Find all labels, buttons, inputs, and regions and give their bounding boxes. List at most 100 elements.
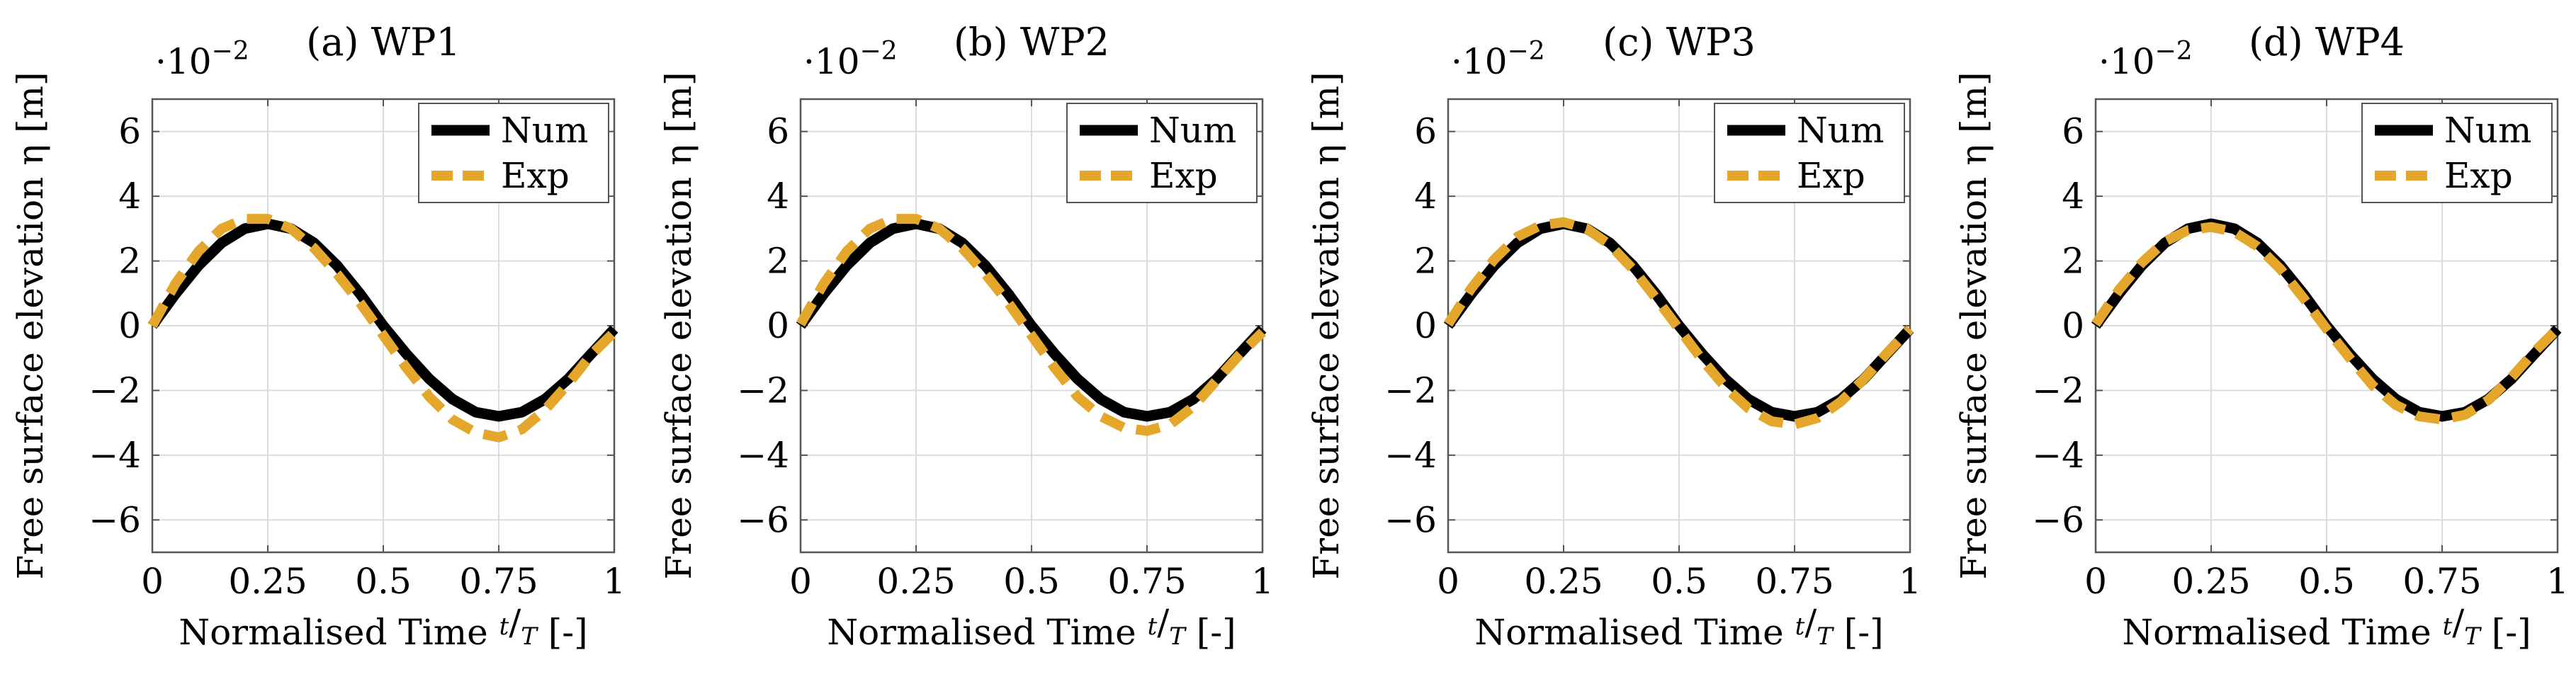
- y-scale-exponent: −2: [1508, 37, 1545, 66]
- y-scale-exponent: −2: [212, 37, 249, 66]
- y-tick-label: −2: [89, 370, 141, 411]
- x-label-frac-den: T: [521, 622, 538, 651]
- y-tick-label: 6: [2062, 111, 2084, 152]
- x-label-frac-den: T: [2464, 622, 2482, 651]
- x-label-prefix: Normalised Time: [2122, 612, 2442, 653]
- x-tick-label: 0.25: [1524, 561, 1603, 602]
- y-tick-label: 0: [767, 305, 789, 346]
- y-tick-label: 2: [1414, 241, 1437, 282]
- y-tick-label: −4: [1384, 435, 1437, 476]
- y-scale-exponent: −2: [860, 37, 898, 66]
- x-tick-label: 0.75: [2402, 561, 2481, 602]
- series-line-exp: [2091, 222, 2561, 425]
- y-tick-label: −6: [1384, 499, 1437, 540]
- chart-title: (a) WP1: [306, 20, 461, 64]
- x-label-frac-slash: /: [1804, 602, 1817, 643]
- y-tick-label: −4: [89, 435, 141, 476]
- y-axis-label: Free surface elevation η [m]: [1306, 72, 1347, 579]
- x-label-frac-num: t: [1795, 612, 1805, 641]
- legend-box: [1714, 103, 1905, 203]
- x-tick-label: 0.25: [228, 561, 307, 602]
- x-label-frac-slash: /: [509, 602, 521, 643]
- x-tick-label: 0.5: [1651, 561, 1707, 602]
- x-tick-label: 0.5: [2298, 561, 2355, 602]
- x-axis-label: Normalised Time t/T [-]: [2122, 602, 2531, 653]
- x-label-frac-num: t: [1148, 612, 1158, 641]
- y-scale-base: ·10: [1451, 41, 1508, 82]
- x-label-prefix: Normalised Time: [827, 612, 1147, 653]
- x-label-prefix: Normalised Time: [179, 612, 499, 653]
- x-label-suffix: [-]: [2480, 612, 2531, 653]
- x-tick-label: 0.75: [1755, 561, 1834, 602]
- series-line-exp: [796, 214, 1266, 436]
- x-axis-label: Normalised Time t/T [-]: [179, 602, 587, 653]
- x-label-prefix: Normalised Time: [1474, 612, 1795, 653]
- y-scale-factor: ·10−2: [803, 37, 898, 82]
- x-axis-label: Normalised Time t/T [-]: [827, 602, 1236, 653]
- chart-title: (b) WP2: [954, 20, 1109, 64]
- x-tick-label: 1: [603, 561, 626, 602]
- y-axis-label: Free surface elevation η [m]: [1953, 72, 1994, 579]
- y-scale-base: ·10: [803, 41, 860, 82]
- y-tick-label: −6: [2032, 499, 2084, 540]
- y-axis-label: Free surface elevation η [m]: [10, 72, 51, 579]
- legend-box: [2361, 103, 2553, 203]
- y-tick-label: 0: [2062, 305, 2084, 346]
- x-tick-label: 0.75: [459, 561, 538, 602]
- chart-title: (c) WP3: [1603, 20, 1756, 64]
- legend-label-exp: Exp: [501, 155, 570, 196]
- legend-box: [1066, 103, 1258, 203]
- x-tick-label: 1: [1251, 561, 1274, 602]
- y-tick-label: −4: [2032, 435, 2084, 476]
- y-tick-label: −2: [1384, 370, 1437, 411]
- x-tick-label: 0: [2084, 561, 2107, 602]
- x-tick-label: 0: [1437, 561, 1459, 602]
- series-line-exp: [1444, 217, 1914, 430]
- x-label-frac-den: T: [1169, 622, 1187, 651]
- series-line-num: [796, 218, 1267, 422]
- chart-title: (d) WP4: [2249, 20, 2405, 64]
- y-scale-factor: ·10−2: [2098, 37, 2193, 82]
- y-tick-label: 6: [1414, 111, 1437, 152]
- y-tick-label: 4: [767, 176, 789, 217]
- y-tick-label: 4: [118, 176, 141, 217]
- x-label-frac-den: T: [1817, 622, 1834, 651]
- x-tick-label: 1: [2546, 561, 2569, 602]
- x-label-suffix: [-]: [1185, 612, 1236, 653]
- y-scale-factor: ·10−2: [155, 37, 249, 82]
- y-tick-label: −6: [737, 499, 789, 540]
- x-tick-label: 0: [141, 561, 164, 602]
- x-tick-label: 0.25: [876, 561, 955, 602]
- x-tick-label: 1: [1899, 561, 1921, 602]
- x-tick-label: 0.5: [355, 561, 412, 602]
- y-scale-base: ·10: [155, 41, 212, 82]
- x-label-frac-slash: /: [2452, 602, 2464, 643]
- x-tick-label: 0: [789, 561, 812, 602]
- legend-label-num: Num: [1797, 110, 1884, 151]
- y-tick-label: −6: [89, 499, 141, 540]
- legend-label-num: Num: [2444, 110, 2531, 151]
- x-axis-label: Normalised Time t/T [-]: [1474, 602, 1883, 653]
- y-tick-label: 4: [1414, 176, 1437, 217]
- x-label-suffix: [-]: [1833, 612, 1884, 653]
- series-line-num: [147, 218, 618, 422]
- series-line-exp: [147, 214, 618, 443]
- x-tick-label: 0.25: [2171, 561, 2250, 602]
- y-scale-exponent: −2: [2155, 37, 2193, 66]
- legend-label-exp: Exp: [1149, 155, 1218, 196]
- legend-box: [418, 103, 609, 203]
- y-tick-label: 0: [1414, 305, 1437, 346]
- y-tick-label: −2: [2032, 370, 2084, 411]
- y-axis-label: Free surface elevation η [m]: [658, 72, 699, 579]
- y-tick-label: 0: [118, 305, 141, 346]
- x-tick-label: 0.75: [1107, 561, 1186, 602]
- y-scale-factor: ·10−2: [1451, 37, 1545, 82]
- x-tick-label: 0.5: [1003, 561, 1060, 602]
- y-tick-label: −4: [737, 435, 789, 476]
- legend-label-num: Num: [1149, 110, 1236, 151]
